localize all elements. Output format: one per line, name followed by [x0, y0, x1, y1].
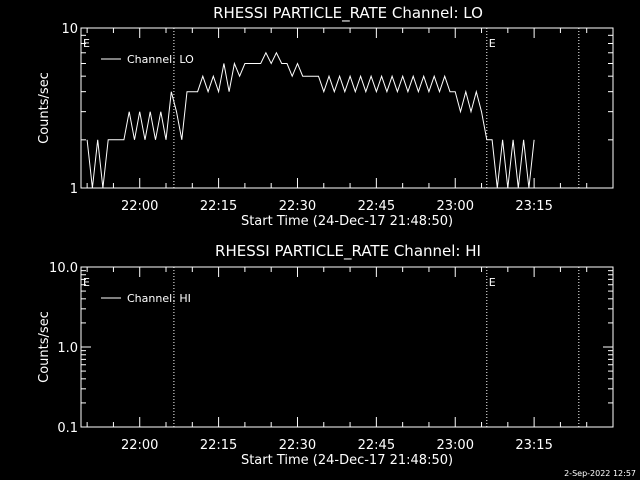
plot-frame — [80, 266, 614, 428]
event-marker-label: E — [83, 276, 90, 289]
event-marker-label: E — [489, 37, 496, 50]
x-tick-label: 22:00 — [121, 199, 158, 214]
x-tick-label: 22:15 — [200, 199, 237, 214]
event-marker-label: E — [83, 37, 90, 50]
panel-lo: RHESSI PARTICLE_RATE Channel: LO 1 10 Count… — [37, 4, 614, 229]
y-tick-label: 0.1 — [57, 421, 78, 436]
x-tick-label: 22:15 — [200, 438, 237, 453]
chart-title: RHESSI PARTICLE_RATE Channel: HI — [215, 242, 481, 261]
series-line — [86, 51, 535, 189]
y-tick-label: 1.0 — [57, 341, 78, 356]
x-tick-label: 23:00 — [437, 438, 474, 453]
y-tick-label: 10 — [61, 22, 78, 37]
x-tick-label: 23:15 — [515, 438, 552, 453]
x-tick-label: 22:45 — [358, 199, 395, 214]
plot-frame — [80, 27, 614, 189]
event-marker-label: E — [489, 276, 496, 289]
x-tick-label: 22:30 — [279, 199, 316, 214]
x-tick-label: 22:45 — [358, 438, 395, 453]
x-axis-label: Start Time (24-Dec-17 21:48:50) — [241, 214, 453, 229]
x-tick-label: 23:15 — [515, 199, 552, 214]
x-tick-label: 23:00 — [437, 199, 474, 214]
x-tick-label: 22:00 — [121, 438, 158, 453]
x-tick-label: 22:30 — [279, 438, 316, 453]
y-axis-label: Counts/sec — [37, 311, 52, 383]
date-stamp: 2-Sep-2022 12:57 — [564, 469, 636, 478]
legend-entry: Channel: HI — [127, 292, 191, 305]
panel-hi: RHESSI PARTICLE_RATE Channel: HI 0.1 1.0 10… — [37, 242, 614, 468]
y-axis-label: Counts/sec — [37, 72, 52, 144]
x-axis-label: Start Time (24-Dec-17 21:48:50) — [241, 453, 453, 468]
y-tick-label: 1 — [70, 182, 78, 197]
chart-title: RHESSI PARTICLE_RATE Channel: LO — [213, 4, 483, 23]
y-tick-label: 10.0 — [49, 261, 78, 276]
legend-entry: Channel: LO — [127, 53, 194, 66]
